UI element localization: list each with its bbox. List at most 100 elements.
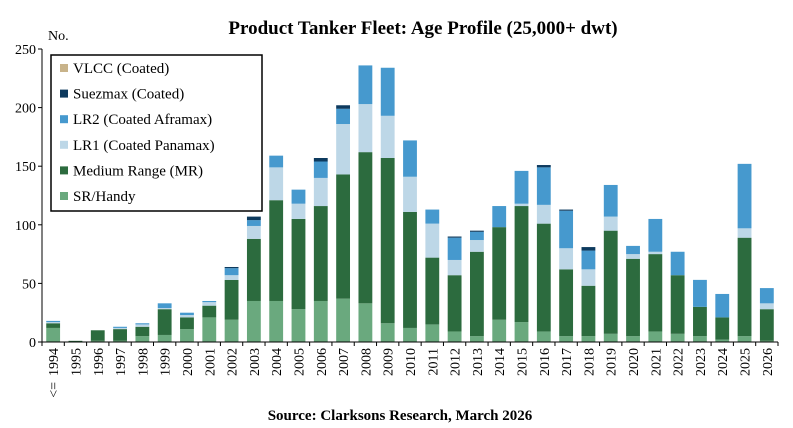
x-tick-label: 2013 xyxy=(471,348,486,376)
y-tick-label: 50 xyxy=(22,277,36,292)
x-tick-label: 2008 xyxy=(359,348,374,376)
bar-segment xyxy=(269,155,284,168)
bar-segment xyxy=(648,254,663,332)
bar-segment xyxy=(759,340,774,342)
bar-segment xyxy=(113,326,127,328)
bar-segment xyxy=(581,250,596,270)
y-axis-label: No. xyxy=(48,29,69,44)
bar-segment xyxy=(648,331,663,342)
bar-segment xyxy=(336,105,351,109)
bar-segment xyxy=(559,336,574,342)
bar-segment xyxy=(470,251,484,337)
bar-segment xyxy=(626,245,640,255)
axes-layer: 0 50 100 150 200 250 1994 1995 1996 1997 1998 1999 2… xyxy=(15,43,779,398)
bar-segment xyxy=(291,203,306,219)
x-tick-label: 2019 xyxy=(605,348,620,376)
bar-segment xyxy=(46,322,61,324)
bar-segment xyxy=(737,237,752,337)
x-tick-label: 2011 xyxy=(426,348,441,375)
bar-segment xyxy=(380,158,395,324)
x-tick-label: 2018 xyxy=(582,348,597,376)
bar-segment xyxy=(693,306,707,337)
y-tick-label: 150 xyxy=(15,160,36,175)
legend-swatch xyxy=(60,64,68,72)
bar-segment xyxy=(180,315,194,318)
bar-segment xyxy=(670,333,685,342)
x-tick-label: 1998 xyxy=(136,348,151,376)
x-tick-label: 2012 xyxy=(449,348,464,376)
bar-segment xyxy=(737,163,752,229)
bar-segment xyxy=(358,104,373,153)
bar-segment xyxy=(514,203,529,207)
bar-segment xyxy=(358,152,373,304)
x-tick-label: 2024 xyxy=(716,348,731,376)
bar-segment xyxy=(180,329,194,342)
bar-segment xyxy=(425,324,440,342)
bar-segment xyxy=(68,340,83,342)
x-tick-label: 2003 xyxy=(248,348,263,376)
x-tick-label: 2020 xyxy=(627,348,642,376)
bar-segment xyxy=(514,170,529,204)
bar-segment xyxy=(559,269,574,337)
bar-segment xyxy=(336,124,351,175)
bar-segment xyxy=(447,236,462,238)
bar-segment xyxy=(581,285,596,337)
x-tick-label: 2015 xyxy=(516,348,531,376)
x-tick-label: 2001 xyxy=(203,348,218,376)
bar-segment xyxy=(670,251,685,276)
y-tick-label: 250 xyxy=(15,43,36,58)
x-tick-label: 2000 xyxy=(181,348,196,376)
legend-swatch xyxy=(60,166,68,175)
bar-segment xyxy=(470,231,484,241)
bar-segment xyxy=(470,240,484,252)
bar-segment xyxy=(157,309,172,335)
bar-segment xyxy=(693,279,707,307)
bar-segment xyxy=(603,333,618,342)
bar-segment xyxy=(157,308,172,310)
bar-segment xyxy=(246,238,261,301)
x-tick-label: 2002 xyxy=(226,348,241,376)
bar-segment xyxy=(715,317,730,340)
bar-segment xyxy=(157,303,172,309)
bar-segment xyxy=(403,211,417,328)
legend-label: SR/Handy xyxy=(73,189,136,205)
bar-segment xyxy=(291,218,306,310)
x-tick-label: 2021 xyxy=(649,348,664,376)
bar-segment xyxy=(180,312,194,316)
bar-segment xyxy=(648,218,663,252)
bar-segment xyxy=(224,268,239,276)
bar-segment xyxy=(202,317,217,342)
x-tick-label: 2005 xyxy=(292,348,307,376)
x-tick-label: 2023 xyxy=(694,348,709,376)
bar-segment xyxy=(670,275,685,334)
bar-segment xyxy=(425,257,440,325)
bar-segment xyxy=(514,322,529,342)
bar-segment xyxy=(46,320,61,323)
bar-segment xyxy=(113,329,127,341)
bar-segment xyxy=(202,305,217,318)
bar-segment xyxy=(447,237,462,260)
bar-segment xyxy=(447,331,462,342)
legend-swatch xyxy=(60,115,68,124)
bar-segment xyxy=(403,140,417,177)
bar-segment xyxy=(380,67,395,116)
x-tick-label: 1996 xyxy=(92,348,107,376)
bar-segment xyxy=(492,206,507,228)
bar-segment xyxy=(358,65,373,105)
bar-segment xyxy=(759,309,774,341)
y-tick-label: 0 xyxy=(29,336,36,351)
bar-segment xyxy=(536,204,551,224)
bar-segment xyxy=(559,210,574,249)
bar-segment xyxy=(336,108,351,125)
bar-segment xyxy=(737,336,752,342)
bar-segment xyxy=(403,327,417,342)
legend-swatch xyxy=(60,140,68,149)
bar-segment xyxy=(113,327,127,330)
y-tick-label: 200 xyxy=(15,102,36,117)
bar-segment xyxy=(737,228,752,238)
bar-segment xyxy=(246,225,261,239)
x-tick-label: 2004 xyxy=(270,348,285,376)
bar-segment xyxy=(336,174,351,299)
bar-segment xyxy=(626,258,640,337)
legend: VLCC (Coated) Suezmax (Coated) LR2 (Coated… xyxy=(50,54,263,212)
